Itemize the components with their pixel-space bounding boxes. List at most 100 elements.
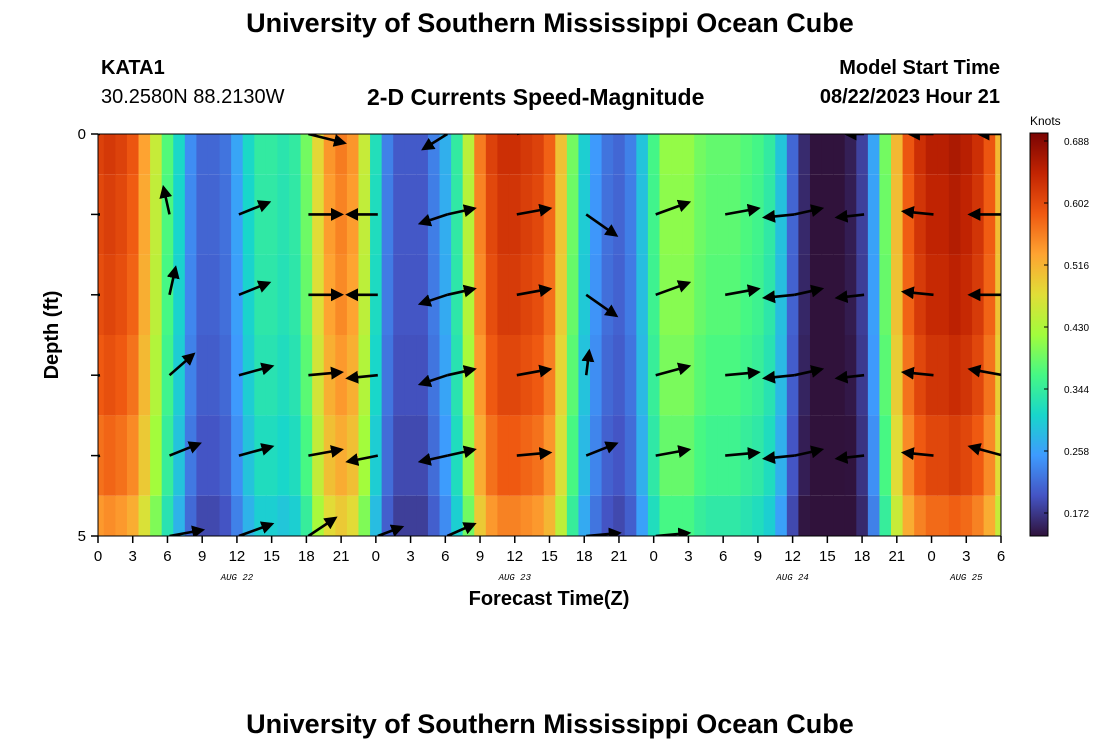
heatmap-cell <box>289 415 302 496</box>
heatmap-cell <box>891 335 904 416</box>
x-tick-label: 0 <box>650 548 658 565</box>
heatmap-cell <box>647 134 661 175</box>
heatmap-cell <box>752 415 765 496</box>
heatmap-cell <box>150 415 163 496</box>
heatmap-cell <box>520 335 533 416</box>
heatmap-cell <box>150 174 163 255</box>
heatmap-cell <box>150 495 163 536</box>
heatmap-cell <box>532 174 545 255</box>
currents-chart: 0 3 6 9 12 15 18 21 0 3 6 9 12 15 18 21 0 3 6 9 12 15 18 21 0 3 6 A… <box>41 114 1089 610</box>
heatmap-cell <box>844 335 857 416</box>
heatmap-cell <box>821 415 834 496</box>
heatmap-cell <box>508 254 522 335</box>
heatmap-cell <box>728 254 742 335</box>
heatmap-cell <box>485 254 499 335</box>
x-axis-label: Forecast Time(Z) <box>469 588 630 610</box>
heatmap-cell <box>914 335 927 416</box>
heatmap-cell <box>867 254 881 335</box>
current-vector <box>447 365 477 378</box>
heatmap-cell <box>763 495 776 536</box>
heatmap-cell <box>694 174 707 255</box>
current-vector <box>168 352 196 377</box>
heatmap-cell <box>543 335 556 416</box>
x-tick-label: 15 <box>819 548 836 565</box>
heatmap-cell <box>335 415 348 496</box>
heatmap-cell <box>184 174 198 255</box>
current-vector <box>417 452 448 466</box>
heatmap-cell <box>555 134 568 175</box>
heatmap-cell <box>173 134 186 175</box>
current-vector <box>655 280 692 297</box>
heatmap-cell <box>566 415 580 496</box>
heatmap-cell <box>833 415 846 496</box>
heatmap-cell <box>427 495 441 536</box>
footer-title: University of Southern Mississippi Ocean… <box>246 709 854 739</box>
heatmap-cell <box>497 335 510 416</box>
heatmap-cell <box>613 174 626 255</box>
x-tick-label: 0 <box>927 548 935 565</box>
heatmap-cell <box>983 495 996 536</box>
heatmap-cell <box>451 335 464 416</box>
heatmap-cell <box>462 254 475 335</box>
heatmap-cell <box>636 335 649 416</box>
heatmap-cell <box>138 495 151 536</box>
colorbar-unit-label: Knots <box>1030 114 1061 128</box>
heatmap-cell <box>532 254 545 335</box>
heatmap-cell <box>196 174 209 255</box>
heatmap-cell <box>451 134 464 175</box>
heatmap-cell <box>867 415 881 496</box>
heatmap-cell <box>613 415 626 496</box>
heatmap-cell <box>312 134 325 175</box>
heatmap-cell <box>879 335 892 416</box>
heatmap-cell <box>590 174 603 255</box>
heatmap-cell <box>219 174 232 255</box>
heatmap-cell <box>902 335 915 416</box>
current-vector <box>967 443 1001 457</box>
current-vector <box>655 362 692 377</box>
x-tick-label: 12 <box>229 548 246 565</box>
heatmap-cell <box>728 174 742 255</box>
heatmap-cell <box>682 134 695 175</box>
heatmap-cell <box>891 174 904 255</box>
heatmap-cell <box>126 134 140 175</box>
current-vector <box>238 280 272 297</box>
heatmap-cell <box>682 335 695 416</box>
heatmap-cell <box>543 174 556 255</box>
heatmap-cell <box>821 134 834 175</box>
heatmap-cell <box>948 415 962 496</box>
current-vector <box>516 364 553 378</box>
heatmap-cell <box>150 254 163 335</box>
current-vectors <box>98 134 1001 536</box>
heatmap-cell <box>798 495 811 536</box>
heatmap-cell <box>103 174 116 255</box>
heatmap-cell <box>601 335 614 416</box>
heatmap-cell <box>289 495 302 536</box>
heatmap-cell <box>543 254 556 335</box>
current-vector <box>762 209 795 223</box>
heatmap-cell <box>474 254 487 335</box>
heatmap-cell <box>289 254 302 335</box>
heatmap-cell <box>775 415 788 496</box>
colorbar-tick-label: 0.688 <box>1064 137 1089 148</box>
heatmap-cell <box>474 134 487 175</box>
heatmap-cell <box>231 174 244 255</box>
heatmap-cell <box>543 415 556 496</box>
heatmap-cell <box>671 254 684 335</box>
heatmap-cell <box>265 174 279 255</box>
date-label: AUG 23 <box>498 573 532 583</box>
heatmap-cell <box>937 415 950 496</box>
heatmap-cell <box>624 174 637 255</box>
heatmap-cell <box>925 134 938 175</box>
heatmap-cell <box>856 134 869 175</box>
current-vector <box>967 364 1001 378</box>
heatmap-cell <box>972 335 985 416</box>
heatmap-cell <box>694 495 707 536</box>
heatmap-cell <box>416 415 429 496</box>
heatmap-cell <box>289 174 302 255</box>
heatmap-cell <box>844 495 857 536</box>
heatmap-cell <box>705 415 718 496</box>
heatmap-cell <box>381 335 394 416</box>
heatmap-cell <box>207 335 221 416</box>
heatmap-cell <box>393 174 406 255</box>
heatmap-cell <box>983 335 996 416</box>
